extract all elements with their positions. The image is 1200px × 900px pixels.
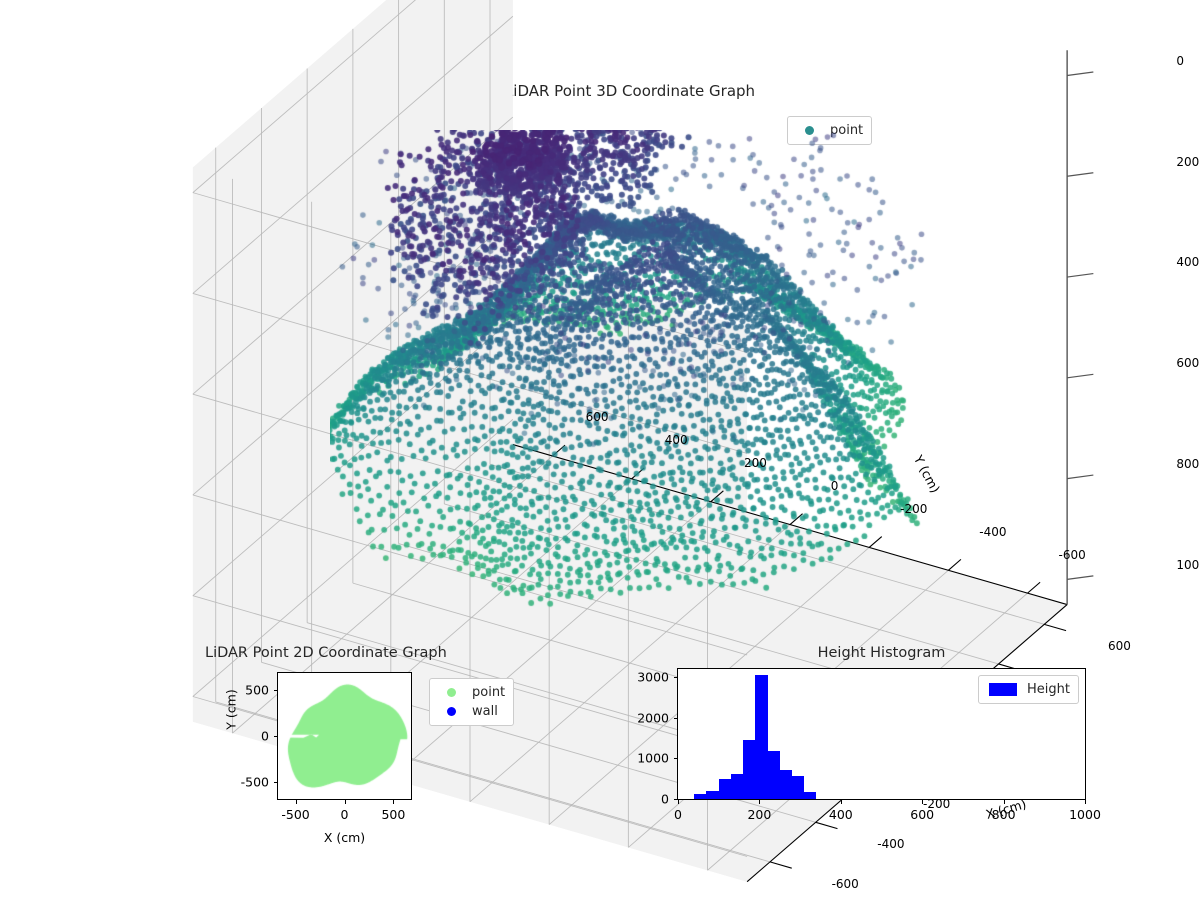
histogram-bar — [791, 776, 805, 799]
tick-mark — [273, 782, 277, 784]
histogram-bar — [755, 675, 768, 799]
tick-mark — [840, 800, 842, 804]
tick-mark — [678, 800, 679, 804]
axis-tick-label: 200 — [747, 807, 772, 822]
axis-tick-label: 0 — [661, 791, 669, 807]
histogram-bar — [706, 790, 719, 799]
plot2d-ylabel: Y (cm) — [223, 689, 239, 730]
axis-tick-label: 500 — [245, 682, 269, 698]
legend-label: Height — [1027, 682, 1070, 697]
legend-item-height: Height — [987, 680, 1070, 699]
axis-tick-label: 2000 — [637, 710, 669, 726]
legend-label: wall — [472, 704, 498, 719]
axis-tick-label: -200 — [923, 797, 951, 812]
histogram-bar — [694, 794, 707, 799]
axis-tick-label: 200 — [743, 456, 767, 471]
axis-tick-label: 0 — [830, 478, 839, 493]
tick-mark — [922, 800, 924, 804]
axis-tick-label: -200 — [900, 501, 928, 516]
axis-tick-label: 1000 — [1069, 807, 1101, 822]
legend-label: point — [472, 685, 506, 700]
tick-mark — [673, 717, 677, 719]
axis-tick-label: -600 — [831, 876, 859, 891]
tick-mark — [1085, 800, 1086, 804]
axis-tick-label: -500 — [281, 807, 310, 822]
legend-item-wall: wall — [438, 702, 505, 721]
axis-tick-label: -500 — [240, 774, 269, 790]
histogram-legend[interactable]: Height — [978, 675, 1079, 704]
tick-mark — [344, 800, 346, 804]
axis-tick-label: 0 — [261, 728, 269, 744]
histogram-bar — [743, 739, 756, 799]
axis-tick-label: 0 — [1176, 53, 1185, 68]
legend-patch-icon — [987, 683, 1019, 696]
axis-tick-label: 400 — [828, 807, 853, 822]
axis-tick-label: 600 — [910, 807, 935, 822]
tick-mark — [295, 800, 297, 804]
axis-tick-label: 600 — [585, 410, 609, 425]
tick-mark — [673, 677, 677, 679]
plot2d-xlabel: X (cm) — [323, 830, 366, 845]
histogram-bar — [718, 779, 731, 799]
tick-mark — [759, 800, 761, 804]
axis-tick-label: 400 — [1176, 255, 1200, 270]
plot3d-axes[interactable]: -600 -400 -200 0 200 400 600 -600 -400 -200 0 200 40… — [192, 0, 1200, 891]
plot2d-axes[interactable] — [277, 672, 412, 800]
axis-tick-label: -400 — [877, 837, 905, 852]
axis-tick-label: 0 — [674, 807, 682, 822]
legend-marker-circle-icon — [438, 688, 464, 697]
histogram-bar — [730, 773, 744, 799]
axis-tick-label: 3000 — [637, 669, 669, 685]
plot2d-legend[interactable]: point wall — [429, 678, 515, 726]
tick-mark — [1003, 800, 1005, 804]
axis-tick-label: 400 — [664, 433, 688, 448]
tick-mark — [393, 800, 395, 804]
axis-tick-label: 1000 — [1176, 557, 1200, 572]
tick-mark — [673, 758, 677, 760]
axis-tick-label: -400 — [979, 524, 1007, 539]
axis-tick-label: 200 — [1176, 154, 1200, 169]
axis-tick-label: 600 — [1176, 356, 1200, 371]
axis-tick-label: 800 — [991, 807, 1016, 822]
axis-tick-label: 800 — [1176, 456, 1200, 471]
legend-item-point: point — [438, 683, 505, 702]
plot2d-title: LiDAR Point 2D Coordinate Graph — [205, 645, 447, 661]
tick-mark — [273, 736, 277, 737]
histogram-bar — [804, 791, 817, 799]
axis-tick-label: 500 — [381, 807, 406, 822]
plot3d-title: LiDAR Point 3D Coordinate Graph — [504, 82, 756, 100]
histogram-bar — [767, 751, 780, 799]
histogram-bar — [779, 769, 792, 799]
axis-tick-label: 0 — [340, 807, 349, 822]
tick-mark — [273, 689, 277, 691]
axis-tick-label: -600 — [1058, 547, 1086, 562]
axis-tick-label: 600 — [1108, 639, 1131, 654]
tick-mark — [673, 799, 677, 800]
histogram-title: Height Histogram — [817, 645, 946, 661]
legend-marker-circle-icon — [438, 707, 464, 716]
axis-tick-label: 1000 — [637, 750, 669, 766]
